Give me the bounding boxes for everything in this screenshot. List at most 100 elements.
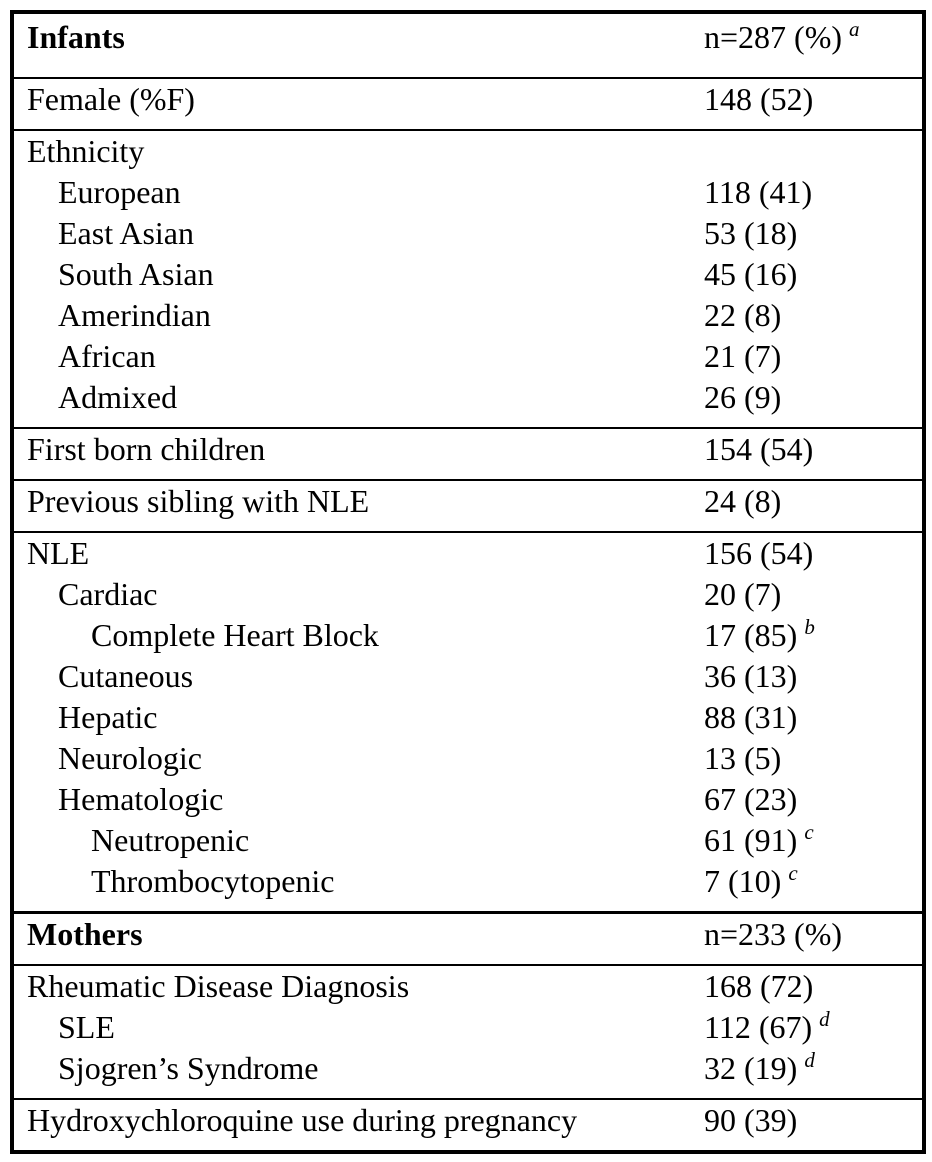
table-row: Hepatic 88 (31) (12, 697, 924, 738)
footnote-marker: d (819, 1007, 830, 1032)
footnote-marker: d (804, 1048, 815, 1073)
table-row: Admixed 26 (9) (12, 377, 924, 428)
row-label: Cutaneous (58, 658, 194, 694)
row-value-cell: 61 (91) c (704, 820, 924, 861)
footnote-marker: b (804, 615, 815, 640)
row-value-cell: 168 (72) (704, 964, 924, 1007)
row-value: 22 (8) (704, 297, 782, 333)
row-value: 26 (9) (704, 379, 782, 415)
table-row: Ethnicity (12, 129, 924, 172)
row-label: East Asian (58, 215, 194, 251)
table-row: Rheumatic Disease Diagnosis 168 (72) (12, 964, 924, 1007)
row-label: African (58, 338, 156, 374)
row-label: Hepatic (58, 699, 158, 735)
row-value-cell: 67 (23) (704, 779, 924, 820)
table-row: NLE 156 (54) (12, 531, 924, 574)
row-value: 7 (10) (704, 863, 782, 899)
row-value: 168 (72) (704, 968, 814, 1004)
table-row: Cutaneous 36 (13) (12, 656, 924, 697)
row-value-cell (704, 129, 924, 172)
row-value: 24 (8) (704, 483, 782, 519)
row-value-cell: 88 (31) (704, 697, 924, 738)
row-value: 53 (18) (704, 215, 798, 251)
demographics-table-frame: Infants n=287 (%) a Female (%F) 148 (52) Ethn… (10, 10, 926, 1154)
row-value: 45 (16) (704, 256, 798, 292)
row-value-cell: 26 (9) (704, 377, 924, 428)
footnote-marker: c (788, 861, 798, 886)
row-value-cell: 156 (54) (704, 531, 924, 574)
table-row: African 21 (7) (12, 336, 924, 377)
row-value-cell: 20 (7) (704, 574, 924, 615)
row-value-cell: 13 (5) (704, 738, 924, 779)
row-value-cell: n=287 (%) a (704, 12, 924, 78)
row-label: South Asian (58, 256, 214, 292)
footnote-marker: c (804, 820, 814, 845)
row-label: Admixed (58, 379, 178, 415)
row-value: 32 (19) (704, 1050, 798, 1086)
row-label: Rheumatic Disease Diagnosis (12, 964, 704, 1007)
table-row: South Asian 45 (16) (12, 254, 924, 295)
table-row: Previous sibling with NLE 24 (8) (12, 479, 924, 532)
group-header-label: Infants (27, 19, 125, 55)
table-row: East Asian 53 (18) (12, 213, 924, 254)
row-value-cell: 45 (16) (704, 254, 924, 295)
row-label: SLE (58, 1009, 115, 1045)
row-value-cell: 24 (8) (704, 479, 924, 532)
row-value-cell: 36 (13) (704, 656, 924, 697)
table-row: Amerindian 22 (8) (12, 295, 924, 336)
row-value: 36 (13) (704, 658, 798, 694)
table-row: European 118 (41) (12, 172, 924, 213)
row-value: 61 (91) (704, 822, 798, 858)
table-row: SLE 112 (67) d (12, 1007, 924, 1048)
row-value: 112 (67) (704, 1009, 813, 1045)
row-label: Cardiac (58, 576, 158, 612)
row-label: Neutropenic (91, 822, 250, 858)
row-value: 20 (7) (704, 576, 782, 612)
table-row: Complete Heart Block 17 (85) b (12, 615, 924, 656)
row-label: Female (%F) (12, 77, 704, 130)
table-row: Neutropenic 61 (91) c (12, 820, 924, 861)
row-value: 21 (7) (704, 338, 782, 374)
row-label: Neurologic (58, 740, 202, 776)
table-row: Neurologic 13 (5) (12, 738, 924, 779)
row-label: Complete Heart Block (91, 617, 379, 653)
row-value-cell: n=233 (%) (704, 911, 924, 965)
demographics-table: Infants n=287 (%) a Female (%F) 148 (52) Ethn… (10, 10, 926, 1154)
table-row: Cardiac 20 (7) (12, 574, 924, 615)
row-value-cell: 118 (41) (704, 172, 924, 213)
row-value-cell: 90 (39) (704, 1098, 924, 1152)
row-value: 13 (5) (704, 740, 782, 776)
table-row: Mothers n=233 (%) (12, 911, 924, 965)
row-label: First born children (12, 427, 704, 480)
row-value-cell: 17 (85) b (704, 615, 924, 656)
row-value: 17 (85) (704, 617, 798, 653)
row-label: Sjogren’s Syndrome (58, 1050, 319, 1086)
row-value-cell: 21 (7) (704, 336, 924, 377)
row-label: Thrombocytopenic (91, 863, 335, 899)
table-row: Sjogren’s Syndrome 32 (19) d (12, 1048, 924, 1099)
row-label: NLE (12, 531, 704, 574)
table-row: First born children 154 (54) (12, 427, 924, 480)
row-value-cell: 148 (52) (704, 77, 924, 130)
row-value-cell: 22 (8) (704, 295, 924, 336)
row-value: 67 (23) (704, 781, 798, 817)
footnote-marker: a (849, 17, 860, 42)
row-label: Amerindian (58, 297, 211, 333)
row-label: Hematologic (58, 781, 224, 817)
row-label: Previous sibling with NLE (12, 479, 704, 532)
row-value: 148 (52) (704, 81, 814, 117)
table-row: Hydroxychloroquine use during pregnancy 9… (12, 1098, 924, 1152)
row-value-cell: 7 (10) c (704, 861, 924, 913)
table-row: Thrombocytopenic 7 (10) c (12, 861, 924, 913)
row-value: 156 (54) (704, 535, 814, 571)
row-value-cell: 32 (19) d (704, 1048, 924, 1099)
table-row: Hematologic 67 (23) (12, 779, 924, 820)
row-value-cell: 53 (18) (704, 213, 924, 254)
table-row: Female (%F) 148 (52) (12, 77, 924, 130)
row-value: 90 (39) (704, 1102, 798, 1138)
table-row: Infants n=287 (%) a (12, 12, 924, 78)
row-label: European (58, 174, 181, 210)
row-value-cell: 112 (67) d (704, 1007, 924, 1048)
row-value: 88 (31) (704, 699, 798, 735)
row-value: 154 (54) (704, 431, 814, 467)
